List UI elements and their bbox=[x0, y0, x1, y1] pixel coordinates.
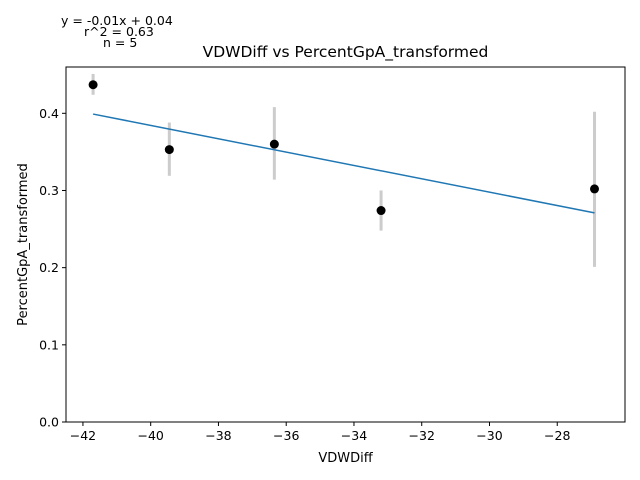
x-tick-label-3: −36 bbox=[273, 428, 299, 443]
y-tick-label-4: 0.4 bbox=[39, 106, 59, 121]
y-axis-ticks: 0.0 0.1 0.2 0.3 0.4 bbox=[39, 106, 66, 430]
y-tick-label-2: 0.2 bbox=[39, 260, 59, 275]
x-tick-label-5: −32 bbox=[409, 428, 435, 443]
data-point-1 bbox=[164, 145, 174, 155]
equation-annotation: y = -0.01x + 0.04 bbox=[61, 13, 173, 28]
data-point-2 bbox=[269, 139, 279, 149]
y-tick-label-0: 0.0 bbox=[39, 415, 59, 430]
y-tick-label-3: 0.3 bbox=[39, 183, 59, 198]
chart-title: VDWDiff vs PercentGpA_transformed bbox=[203, 43, 489, 62]
x-axis-label: VDWDiff bbox=[318, 451, 373, 466]
fit-line bbox=[92, 113, 595, 214]
y-axis-label: PercentGpA_transformed bbox=[16, 163, 31, 326]
data-point-4 bbox=[590, 184, 600, 194]
x-tick-label-0: −42 bbox=[70, 428, 96, 443]
x-tick-label-4: −34 bbox=[341, 428, 367, 443]
data-point-0 bbox=[88, 80, 98, 90]
data-point-3 bbox=[376, 206, 386, 216]
x-tick-label-2: −38 bbox=[205, 428, 231, 443]
x-tick-label-6: −30 bbox=[476, 428, 502, 443]
data-points bbox=[88, 80, 600, 216]
y-tick-label-1: 0.1 bbox=[39, 337, 59, 352]
axes-frame bbox=[65, 66, 626, 423]
n-annotation: n = 5 bbox=[103, 35, 137, 50]
x-tick-label-1: −40 bbox=[138, 428, 164, 443]
fit-line-group bbox=[92, 113, 595, 214]
x-tick-label-7: −28 bbox=[544, 428, 570, 443]
plot-area bbox=[88, 73, 600, 267]
x-axis-ticks: −42 −40 −38 −36 −34 −32 −30 −28 bbox=[70, 422, 570, 443]
r-squared-annotation: r^2 = 0.63 bbox=[84, 24, 154, 39]
